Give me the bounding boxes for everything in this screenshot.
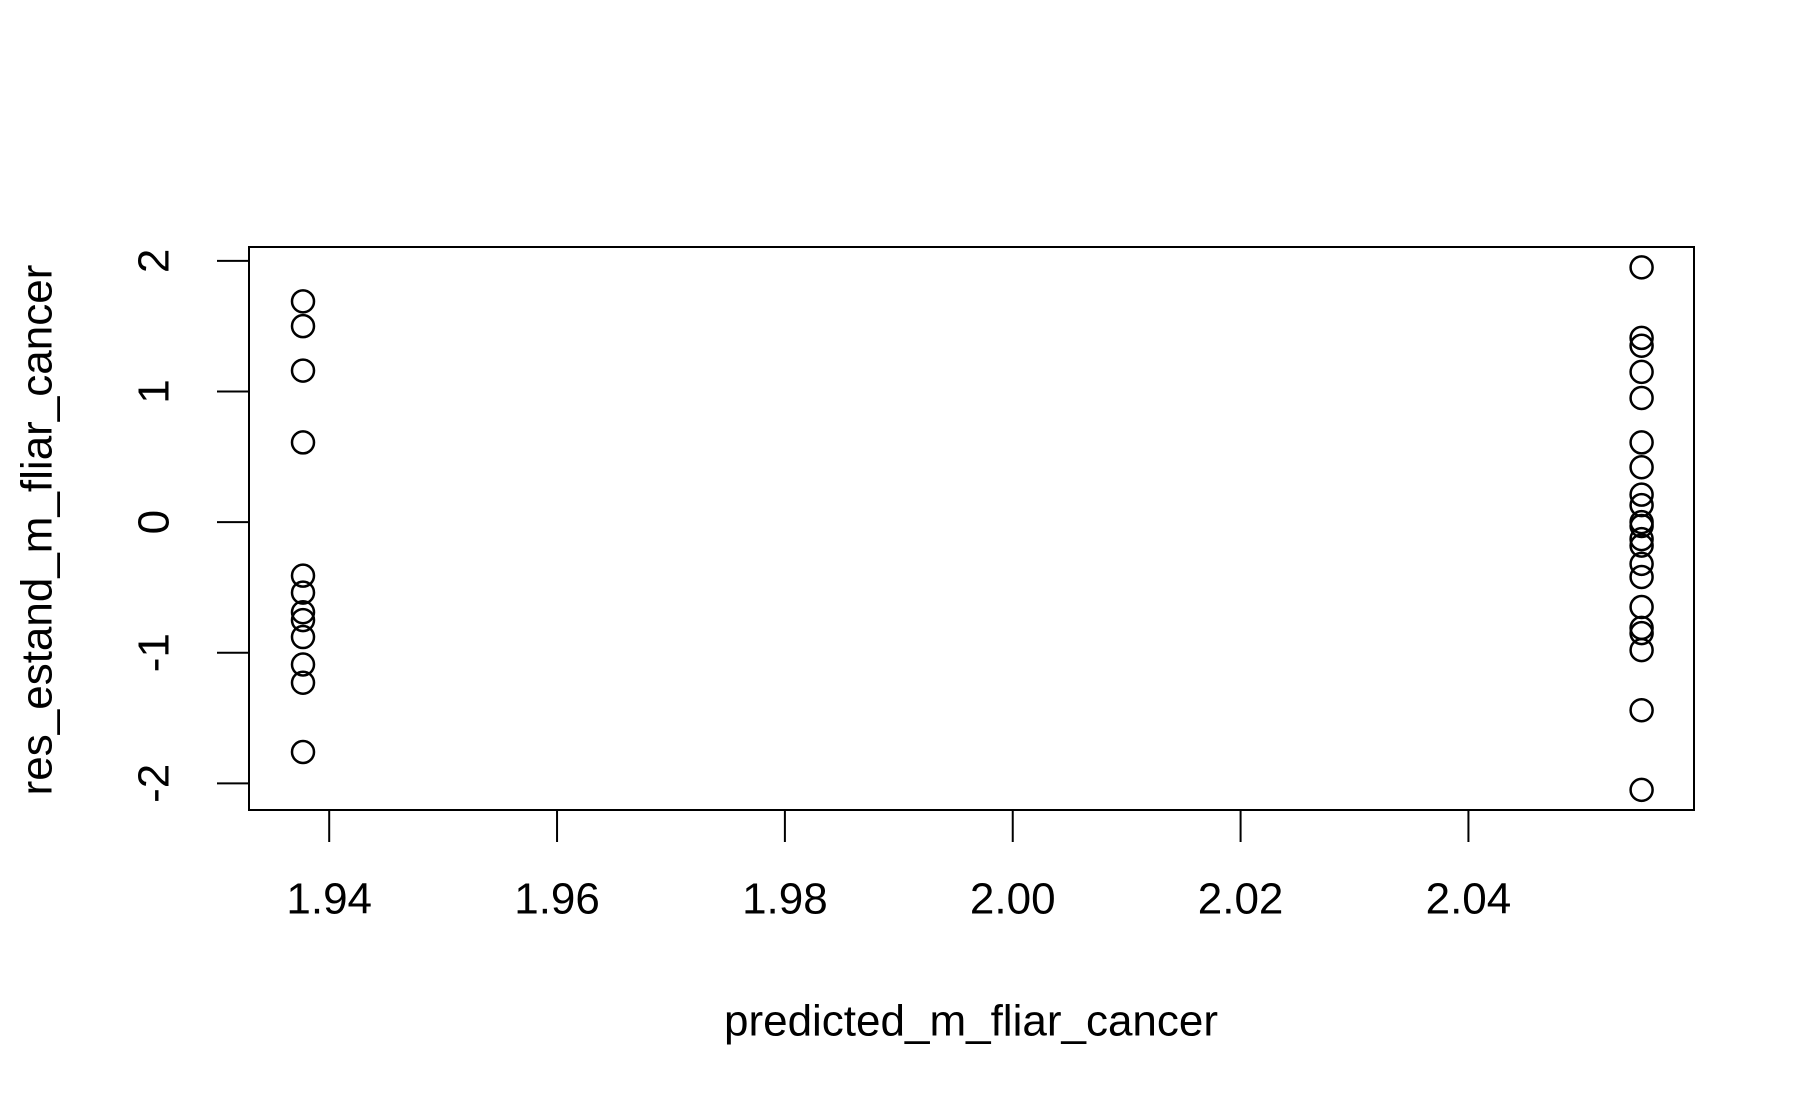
point bbox=[1629, 526, 1654, 552]
point bbox=[1629, 615, 1654, 641]
point bbox=[290, 607, 316, 633]
point bbox=[1629, 359, 1654, 385]
y-tick-label: -1 bbox=[130, 633, 179, 672]
y-axis-title: res_estand_m_fliar_cancer bbox=[13, 265, 62, 796]
point bbox=[1629, 697, 1654, 723]
point bbox=[290, 670, 316, 696]
point bbox=[290, 624, 316, 650]
x-tick-label: 1.94 bbox=[286, 875, 372, 924]
y-tick-label: 1 bbox=[130, 379, 179, 403]
x-tick-label: 2.04 bbox=[1426, 875, 1512, 924]
point bbox=[1629, 637, 1654, 663]
point bbox=[1629, 385, 1654, 411]
point bbox=[1629, 564, 1654, 590]
point bbox=[290, 313, 316, 339]
point bbox=[1629, 533, 1654, 558]
point bbox=[290, 358, 316, 383]
point bbox=[290, 652, 316, 677]
point bbox=[1629, 430, 1654, 455]
x-tick-label: 1.96 bbox=[514, 875, 600, 924]
point bbox=[1629, 551, 1654, 577]
point bbox=[1629, 594, 1654, 620]
point bbox=[1629, 482, 1654, 507]
point bbox=[1629, 513, 1654, 539]
point bbox=[1629, 255, 1654, 280]
point bbox=[290, 599, 316, 625]
x-tick-label: 2.00 bbox=[970, 875, 1056, 924]
point bbox=[1629, 454, 1654, 480]
x-tick-label: 2.02 bbox=[1198, 875, 1284, 924]
point bbox=[290, 430, 316, 455]
y-tick-label: 2 bbox=[130, 249, 179, 273]
point bbox=[1629, 333, 1654, 359]
point bbox=[1629, 620, 1654, 646]
x-axis-title: predicted_m_fliar_cancer bbox=[724, 997, 1218, 1046]
y-tick-label: 0 bbox=[130, 510, 179, 534]
point bbox=[290, 289, 316, 314]
point bbox=[290, 580, 316, 605]
plot-frame bbox=[248, 246, 1695, 811]
point bbox=[290, 739, 316, 765]
point bbox=[1629, 325, 1654, 351]
point bbox=[290, 563, 316, 588]
point bbox=[1629, 777, 1654, 803]
x-tick-label: 1.98 bbox=[742, 875, 828, 924]
y-tick-label: -2 bbox=[130, 764, 179, 803]
